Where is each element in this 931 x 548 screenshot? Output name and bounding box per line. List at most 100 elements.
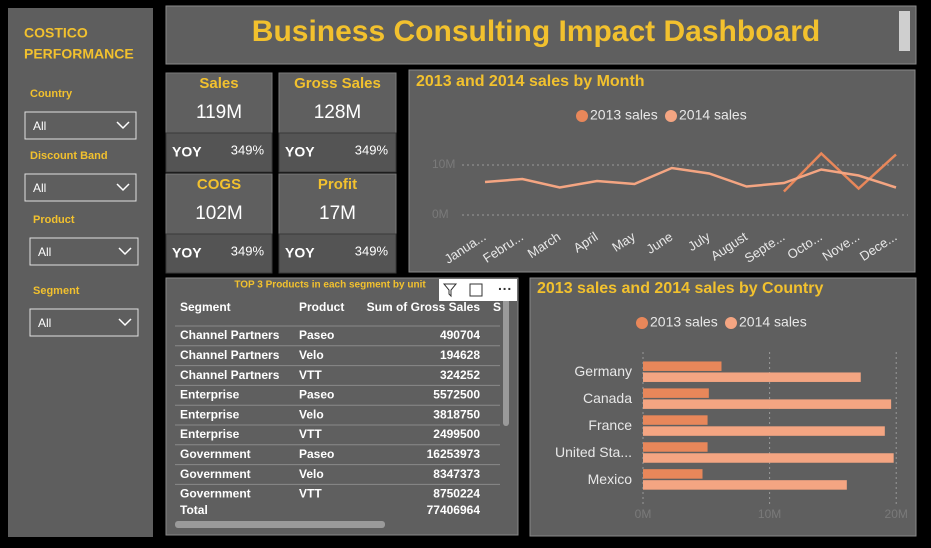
- y-tick-label: 10M: [432, 157, 455, 171]
- legend-marker: [725, 317, 737, 329]
- kpi-card: [278, 72, 397, 134]
- table-title: TOP 3 Products in each segment by unit: [234, 280, 426, 291]
- legend-label: 2013 sales: [590, 107, 658, 123]
- filter-label: Product: [33, 214, 75, 226]
- table-cell: Channel Partners: [180, 348, 280, 362]
- table-cell: 8750224: [433, 487, 480, 501]
- table-scrollbar[interactable]: [503, 296, 509, 426]
- filter-icon[interactable]: [442, 283, 458, 298]
- table-cell: 490704: [440, 328, 480, 342]
- x-tick-label: 20M: [885, 507, 908, 521]
- dropdown-chevron: [116, 183, 130, 192]
- legend-marker: [665, 110, 677, 122]
- total-row-bg: [172, 502, 502, 519]
- filter-value: All: [38, 316, 51, 330]
- filter-dropdown[interactable]: [24, 173, 137, 202]
- line-series: [783, 151, 897, 193]
- kpi-value: 17M: [319, 203, 356, 224]
- table-cell: Velo: [299, 407, 324, 421]
- bar: [643, 442, 708, 452]
- table-cell: Paseo: [299, 388, 334, 402]
- filter-label: Segment: [33, 285, 80, 297]
- y-tick-label: Germany: [574, 363, 632, 379]
- bar: [643, 480, 847, 490]
- filter-label: Discount Band: [30, 150, 108, 162]
- filter-dropdown[interactable]: [29, 237, 139, 266]
- filter-value: All: [33, 119, 46, 133]
- filter-dropdown[interactable]: [29, 308, 139, 337]
- legend-label: 2014 sales: [739, 314, 807, 330]
- kpi-label: COGS: [197, 176, 241, 193]
- kpi-yoy-value: 349%: [355, 142, 389, 157]
- table-cell: Enterprise: [180, 407, 240, 421]
- table-cell: 2499500: [433, 427, 480, 441]
- sidebar-title: PERFORMANCE: [24, 46, 134, 62]
- table-cell: Enterprise: [180, 388, 240, 402]
- table-cell: 3818750: [433, 407, 480, 421]
- dashboard-title: Business Consulting Impact Dashboard: [252, 15, 820, 48]
- bar: [643, 372, 861, 382]
- kpi-yoy-value: 349%: [231, 243, 265, 258]
- kpi-yoy-label: YOY: [172, 144, 202, 160]
- bar: [643, 469, 703, 479]
- toolbar-bg: [439, 279, 517, 301]
- table-cell: 5572500: [433, 388, 480, 402]
- table-cell: Channel Partners: [180, 368, 280, 382]
- kpi-label: Profit: [318, 176, 357, 193]
- kpi-value: 128M: [314, 102, 362, 123]
- filter-value: All: [38, 245, 51, 259]
- kpi-yoy-label: YOY: [285, 245, 315, 261]
- more-icon[interactable]: ···: [498, 281, 512, 297]
- legend-label: 2013 sales: [650, 314, 718, 330]
- table-cell: Velo: [299, 348, 324, 362]
- sidebar-title: COSTICO: [24, 25, 88, 41]
- table-cell: 324252: [440, 368, 480, 382]
- header-panel: [165, 5, 917, 65]
- table-cell: 16253973: [427, 447, 481, 461]
- kpi-yoy-row: [165, 132, 273, 173]
- kpi-value: 102M: [195, 203, 243, 224]
- x-tick-label: 10M: [758, 507, 781, 521]
- bar: [643, 388, 709, 398]
- table-cell: VTT: [299, 487, 322, 501]
- kpi-yoy-row: [278, 132, 397, 173]
- kpi-yoy-value: 349%: [355, 243, 389, 258]
- kpi-yoy-label: YOY: [285, 144, 315, 160]
- chart-title: 2013 and 2014 sales by Month: [416, 73, 645, 90]
- table-hscrollbar[interactable]: [175, 521, 385, 528]
- bar: [643, 415, 708, 425]
- y-tick-label: France: [588, 417, 632, 433]
- bar: [643, 453, 894, 463]
- table-cell: Paseo: [299, 328, 334, 342]
- table-panel: [165, 277, 519, 536]
- table-cell: 194628: [440, 348, 480, 362]
- table-cell: Velo: [299, 467, 324, 481]
- y-tick-label: United Sta...: [555, 444, 632, 460]
- scrollbar: [899, 11, 910, 51]
- y-tick-label: Canada: [583, 390, 632, 406]
- y-tick-label: 0M: [432, 207, 449, 221]
- table-header: Sum of Gross Sales: [367, 300, 481, 314]
- table-cell: Paseo: [299, 447, 334, 461]
- y-tick-label: Mexico: [588, 471, 633, 487]
- dropdown-chevron: [118, 247, 132, 256]
- table-cell: Government: [180, 447, 251, 461]
- filter-dropdown[interactable]: [24, 111, 137, 140]
- focus-icon[interactable]: [469, 283, 483, 297]
- kpi-card: [165, 173, 273, 235]
- table-total-label: Total: [180, 503, 208, 517]
- table-header: Product: [299, 300, 344, 314]
- bar: [643, 361, 722, 371]
- dropdown-chevron: [118, 318, 132, 327]
- bar: [643, 426, 885, 436]
- table-total-value: 77406964: [427, 503, 481, 517]
- line-series: [484, 166, 897, 189]
- table-cell: VTT: [299, 368, 322, 382]
- chart-title: 2013 sales and 2014 sales by Country: [537, 280, 823, 297]
- table-header: S: [493, 300, 501, 314]
- kpi-label: Gross Sales: [294, 75, 381, 92]
- filter-value: All: [33, 181, 46, 195]
- table-cell: Government: [180, 487, 251, 501]
- table-cell: VTT: [299, 427, 322, 441]
